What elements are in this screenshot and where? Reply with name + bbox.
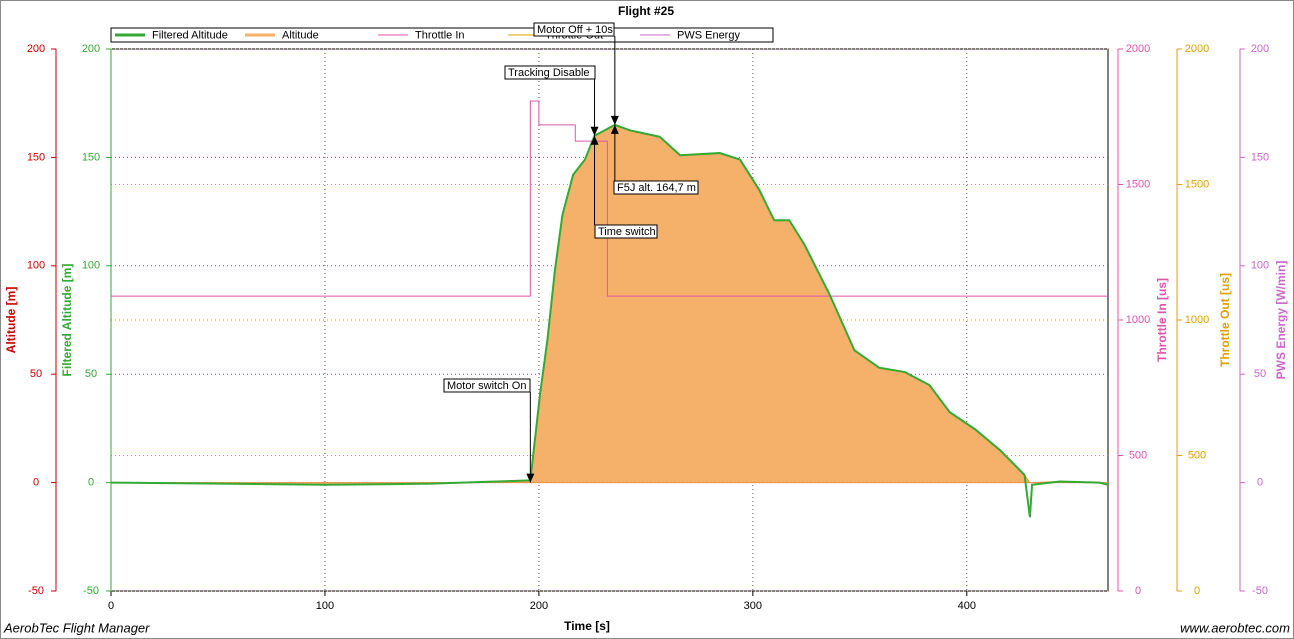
y-tick-label: 0 — [33, 477, 39, 489]
y-tick-label: 50 — [1254, 368, 1266, 380]
x-tick-label: 400 — [958, 600, 976, 612]
annotation-box — [613, 180, 699, 195]
x-tick-label: 100 — [316, 600, 334, 612]
annotation-arrowhead — [610, 115, 619, 125]
legend-label: PWS Energy — [677, 29, 740, 41]
y-tick-label: 200 — [82, 43, 100, 55]
annotation-box — [504, 65, 596, 80]
line — [110, 123, 1109, 518]
annotation-arrowhead — [590, 135, 599, 145]
y-tick-label: -50 — [83, 585, 99, 597]
y-tick-label: 1000 — [1185, 314, 1209, 326]
y-tick-label: 500 — [1188, 449, 1206, 461]
y-axis-label: Altitude [m] — [4, 287, 18, 354]
footer-left: AerobTec Flight Manager — [3, 620, 150, 635]
line — [111, 100, 1108, 297]
footer-right: www.aerobtec.com — [1180, 620, 1290, 635]
legend-label: Filtered Altitude — [152, 29, 228, 41]
annotation-label: Time switch — [598, 226, 656, 238]
legend-label: Throttle In — [415, 29, 465, 41]
annotation-box — [443, 378, 531, 393]
annotation-arrowhead — [610, 124, 619, 134]
y-tick-label: 0 — [1257, 477, 1263, 489]
y-axis-label: Throttle Out [us] — [1218, 273, 1232, 367]
annotation-box — [594, 224, 658, 239]
x-axis-label: Time [s] — [564, 619, 610, 633]
y-tick-label: 150 — [82, 151, 100, 163]
y-tick-label: 100 — [1251, 260, 1269, 272]
y-tick-label: 200 — [1251, 43, 1269, 55]
chart-title: Flight #25 — [618, 4, 674, 18]
y-tick-label: 1500 — [1126, 178, 1150, 190]
y-tick-label: 2000 — [1126, 43, 1150, 55]
y-tick-label: -50 — [28, 585, 44, 597]
y-tick-label: 0 — [1194, 585, 1200, 597]
y-tick-label: 100 — [82, 260, 100, 272]
y-tick-label: 0 — [1135, 585, 1141, 597]
legend-label: Altitude — [282, 29, 319, 41]
annotation-box — [533, 22, 615, 37]
y-axis-label: Throttle In [us] — [1155, 278, 1169, 362]
y-tick-label: -50 — [1252, 585, 1268, 597]
y-tick-label: 150 — [27, 151, 45, 163]
x-tick-label: 0 — [108, 600, 114, 612]
y-tick-label: 1500 — [1185, 178, 1209, 190]
y-tick-label: 2000 — [1185, 43, 1209, 55]
x-tick-label: 300 — [744, 600, 762, 612]
y-tick-label: 200 — [27, 43, 45, 55]
x-tick-label: 200 — [530, 600, 548, 612]
y-tick-label: 50 — [30, 368, 42, 380]
y-tick-label: 0 — [88, 477, 94, 489]
annotation-arrowhead — [526, 473, 535, 483]
annotation-label: Motor switch On — [447, 380, 526, 392]
y-tick-label: 50 — [85, 368, 97, 380]
annotation-label: Tracking Disable — [508, 67, 590, 79]
y-tick-label: 1000 — [1126, 314, 1150, 326]
annotation-label: F5J alt. 164,7 m — [617, 182, 696, 194]
y-tick-label: 100 — [27, 260, 45, 272]
annotation-label: Motor Off + 10s — [537, 24, 613, 36]
annotation-arrowhead — [590, 126, 599, 136]
y-axis-label: PWS Energy [W/min] — [1274, 261, 1288, 380]
y-axis-label: Filtered Altitude [m] — [60, 264, 74, 377]
y-tick-label: 500 — [1129, 449, 1147, 461]
y-tick-label: 150 — [1251, 151, 1269, 163]
